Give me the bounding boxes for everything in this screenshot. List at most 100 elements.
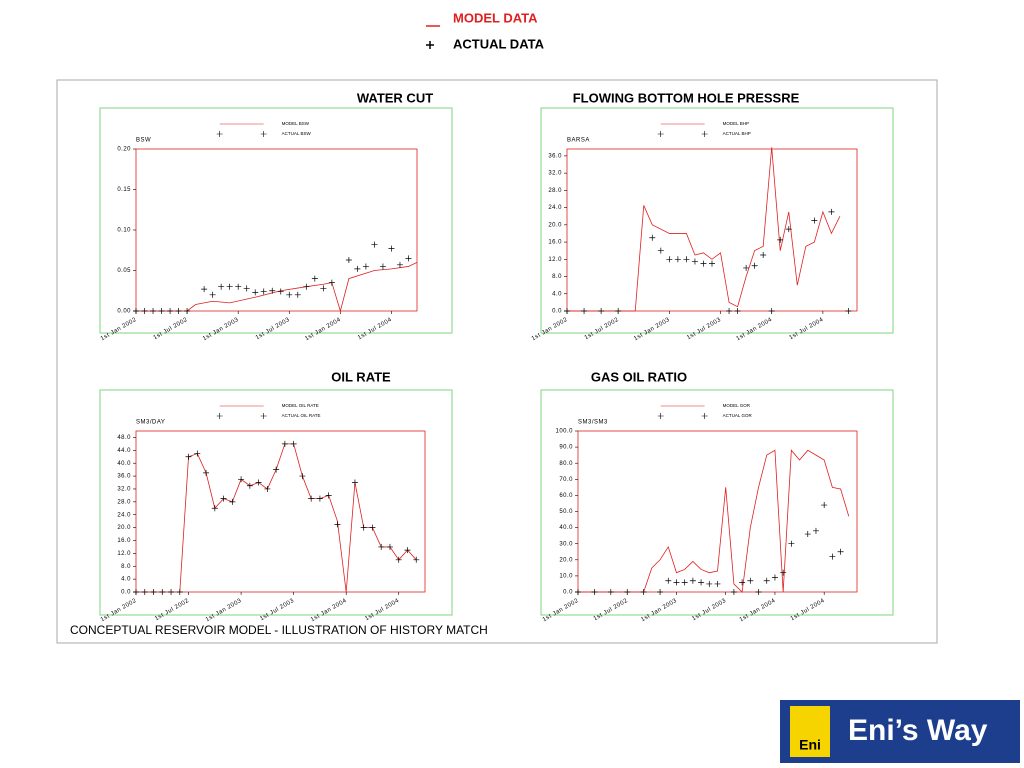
x-tick-label: 1st Jan 2004 [739, 598, 777, 623]
actual-marker [657, 247, 664, 254]
y-tick-label: 70.0 [559, 477, 573, 483]
y-tick-label: 80.0 [559, 461, 573, 467]
y-tick-label: 12.0 [117, 551, 131, 557]
actual-marker [755, 589, 762, 595]
actual-marker [768, 308, 775, 314]
y-tick-label: 28.0 [117, 499, 131, 505]
y-tick-label: 0.0 [563, 590, 573, 596]
actual-marker [777, 236, 784, 243]
actual-marker [141, 589, 148, 595]
y-tick-label: 20.0 [559, 557, 573, 563]
legend-marker [657, 131, 664, 137]
legend-marker [216, 413, 223, 419]
x-tick-label: 1st Jan 2002 [531, 317, 569, 342]
chart-box [99, 389, 453, 616]
legend-marker [260, 413, 267, 419]
actual-marker [185, 453, 192, 460]
model-legend-label: MODEL DATA [453, 10, 538, 25]
actual-marker [780, 569, 787, 576]
actual-marker [811, 217, 818, 224]
actual-marker [706, 580, 713, 587]
actual-marker [141, 308, 148, 314]
actual-marker [665, 577, 672, 584]
y-tick-label: 0.05 [117, 268, 131, 274]
caption: CONCEPTUAL RESERVOIR MODEL - ILLUSTRATIO… [70, 623, 488, 637]
y-tick-label: 32.0 [548, 171, 562, 177]
x-tick-label: 1st Jul 2004 [364, 598, 400, 622]
x-tick-label: 1st Jul 2003 [259, 598, 295, 622]
actual-marker [739, 579, 746, 586]
y-tick-label: 24.0 [548, 205, 562, 211]
actual-marker [369, 524, 376, 531]
actual-legend-label: ACTUAL DATA [453, 36, 545, 51]
actual-marker [133, 589, 139, 595]
actual-marker [311, 275, 318, 282]
y-tick-label: 40.0 [117, 461, 131, 467]
actual-marker [788, 540, 795, 547]
actual-marker [734, 308, 741, 314]
legend-label: MODEL OIL RATE [282, 403, 319, 408]
actual-marker [771, 574, 778, 581]
x-tick-label: 1st Jan 2003 [205, 598, 243, 623]
x-tick-label: 1st Jan 2004 [310, 598, 348, 623]
actual-marker [277, 288, 284, 295]
y-tick-label: 48.0 [117, 435, 131, 441]
actual-marker [229, 498, 236, 505]
y-tick-label: 44.0 [117, 448, 131, 454]
chart-box [540, 389, 894, 616]
legend-marker [260, 131, 267, 137]
model-line [578, 449, 850, 593]
plot-area [135, 148, 418, 312]
actual-marker [673, 579, 680, 586]
actual-marker [396, 261, 403, 268]
actual-marker [760, 251, 767, 258]
actual-marker [575, 589, 581, 595]
actual-marker [607, 589, 614, 595]
y-tick-label: 16.0 [548, 240, 562, 246]
actual-marker [763, 577, 770, 584]
actual-marker [194, 450, 201, 457]
logo-badge [790, 706, 830, 757]
actual-marker [184, 308, 191, 314]
actual-marker [246, 482, 253, 489]
logo-text: Eni’s Way [848, 714, 988, 747]
x-tick-label: 1st Jul 2003 [255, 317, 291, 341]
x-tick-label: 1st Jul 2004 [790, 598, 826, 622]
y-tick-label: 24.0 [117, 512, 131, 518]
actual-marker [405, 255, 412, 262]
x-tick-label: 1st Jul 2004 [357, 317, 393, 341]
model-line [567, 147, 841, 312]
y-axis-label: BARSA [567, 138, 590, 144]
legend-label: MODEL BSW [282, 121, 310, 126]
y-tick-label: 36.0 [117, 474, 131, 480]
actual-marker [328, 279, 335, 286]
actual-marker [320, 285, 327, 292]
chart-title: FLOWING BOTTOM HOLE PRESSRE [573, 90, 800, 105]
actual-marker [845, 308, 852, 314]
y-tick-label: 36.0 [548, 153, 562, 159]
actual-marker [269, 287, 276, 294]
actual-marker [159, 589, 166, 595]
actual-marker [175, 308, 182, 314]
actual-marker [273, 466, 280, 473]
x-tick-label: 1st Jan 2002 [100, 598, 138, 623]
y-tick-label: 0.00 [117, 309, 131, 315]
y-tick-label: 40.0 [559, 525, 573, 531]
actual-marker [260, 288, 267, 295]
legend-label: ACTUAL BSW [282, 131, 312, 136]
actual-marker [371, 241, 378, 248]
actual-marker [238, 476, 245, 483]
actual-marker [379, 263, 386, 270]
legend-marker [701, 131, 708, 137]
actual-marker [294, 291, 301, 298]
actual-marker [700, 260, 707, 267]
x-tick-label: 1st Jan 2002 [542, 598, 580, 623]
actual-marker [299, 473, 306, 480]
actual-marker [243, 285, 250, 292]
chart-box [99, 107, 453, 334]
actual-marker [689, 577, 696, 584]
actual-marker [218, 283, 225, 290]
actual-marker [598, 308, 605, 314]
actual-marker [395, 556, 402, 563]
